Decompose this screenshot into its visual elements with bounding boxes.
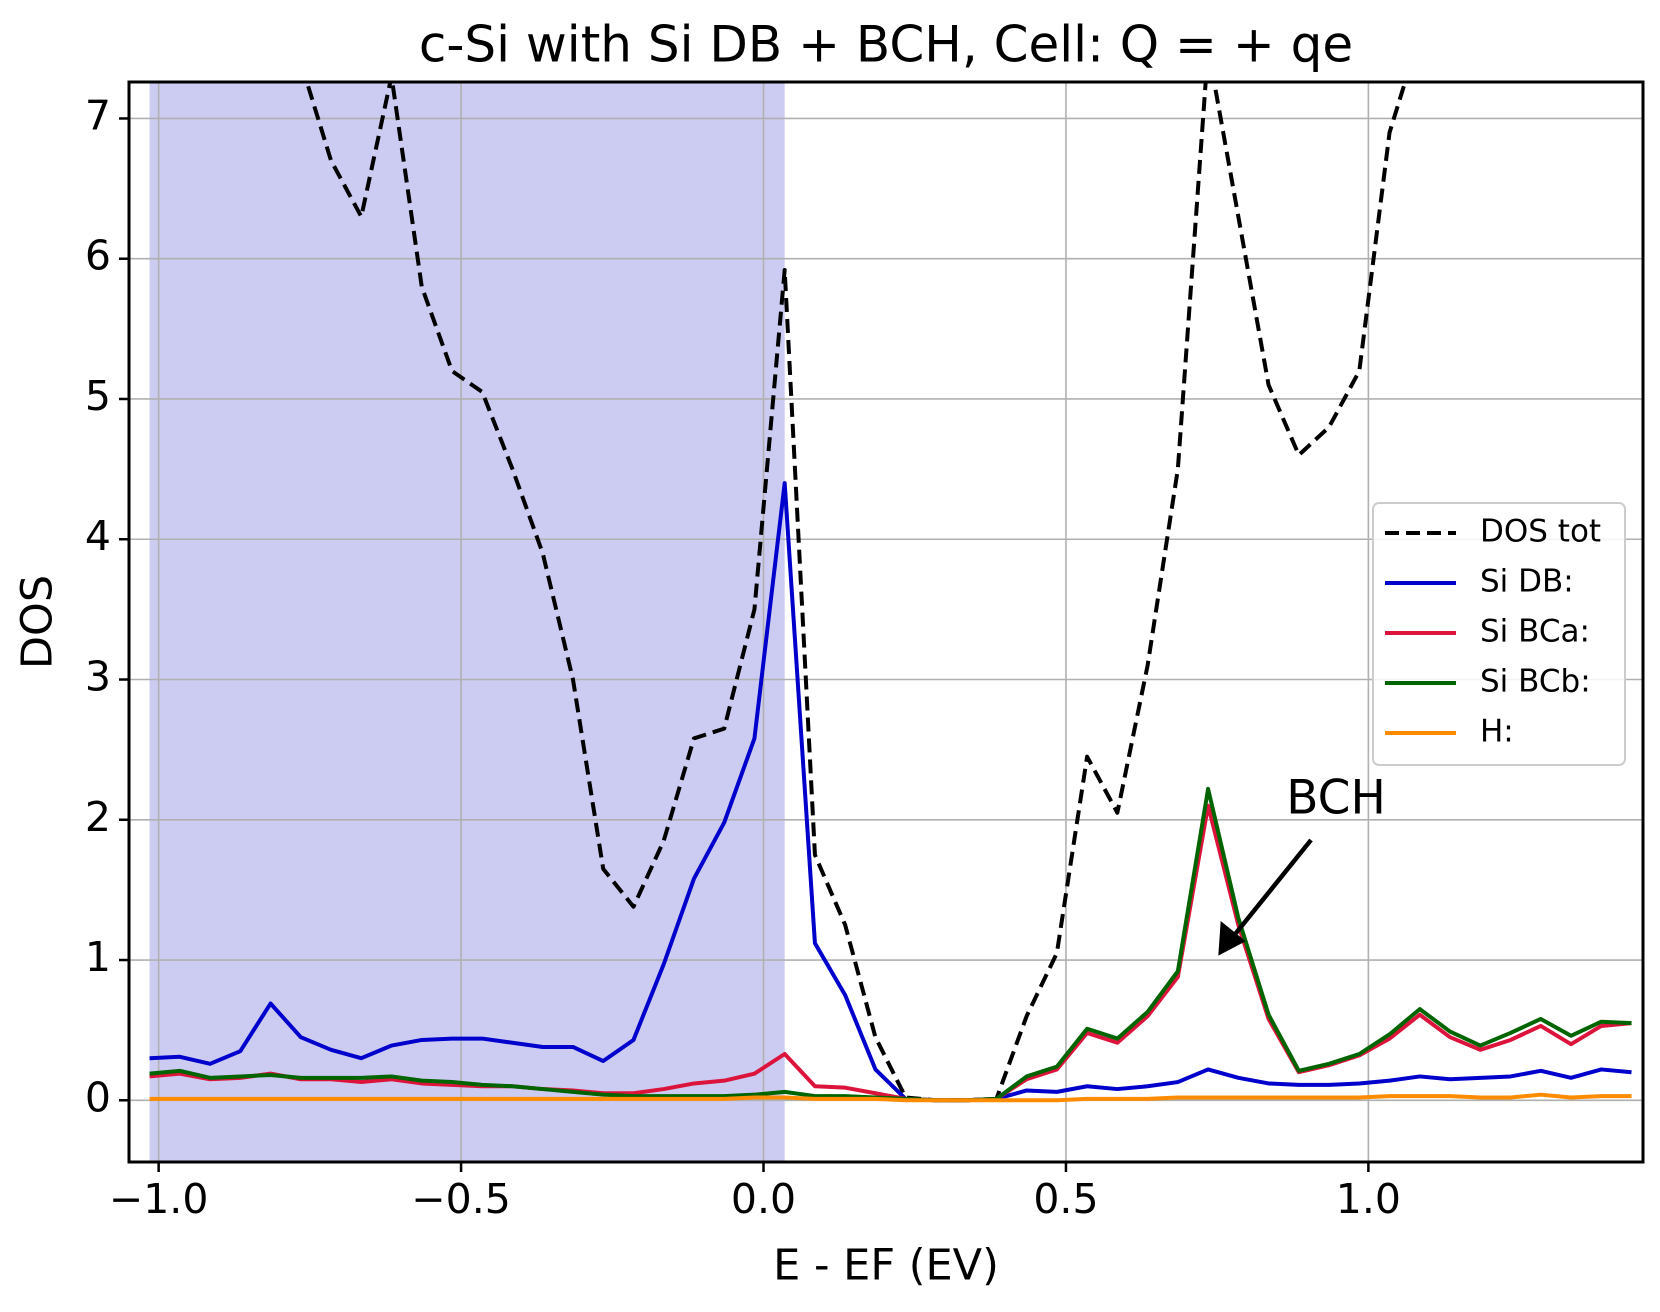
y-tick-label: 3 — [85, 653, 111, 701]
annotation-text: BCH — [1286, 771, 1386, 826]
legend-label: Si BCa: — [1480, 614, 1590, 650]
series-line — [149, 803, 1632, 1103]
series-line — [149, 481, 1632, 1103]
y-tick-label: 2 — [85, 793, 111, 841]
chart-title: c-Si with Si DB + BCH, Cell: Q = + qe — [419, 16, 1353, 74]
legend-label: Si DB: — [1480, 564, 1574, 600]
y-tick-label: 0 — [85, 1073, 111, 1121]
y-tick-label: 7 — [85, 91, 111, 139]
x-tick-label: −0.5 — [411, 1175, 511, 1223]
y-tick-label: 5 — [85, 372, 111, 420]
y-tick-label: 4 — [85, 512, 111, 560]
legend-label: H: — [1480, 714, 1514, 750]
y-axis-label: DOS — [13, 575, 63, 669]
ticks: −1.0 −0.5 0.0 0.5 1.0 0 1 2 3 4 5 6 7 — [85, 91, 1401, 1223]
highlight-span — [149, 82, 785, 1162]
plot-area — [129, 82, 1643, 1162]
y-tick-label: 6 — [85, 232, 111, 280]
annotation-arrow — [1218, 838, 1313, 956]
legend-label: Si BCb: — [1480, 664, 1591, 700]
legend-label: DOS tot — [1480, 514, 1601, 550]
x-tick-label: 1.0 — [1336, 1175, 1401, 1223]
x-tick-label: −1.0 — [109, 1175, 209, 1223]
legend-box — [1372, 502, 1626, 766]
x-axis-label: E - EF (EV) — [773, 1241, 999, 1291]
legend: DOS tot Si DB: Si BCa: Si BCb: H: — [1372, 502, 1626, 766]
axes-frame — [127, 80, 1645, 1164]
x-tick-label: 0.0 — [731, 1175, 796, 1223]
y-tick-label: 1 — [85, 933, 111, 981]
x-tick-label: 0.5 — [1033, 1175, 1098, 1223]
series-line — [149, 1092, 1632, 1103]
series-line — [304, 82, 1408, 1103]
